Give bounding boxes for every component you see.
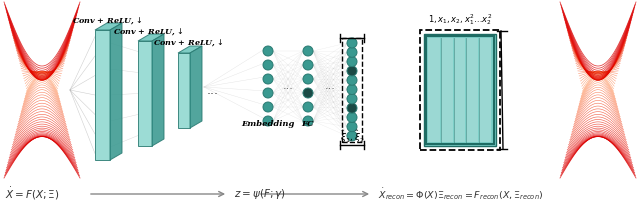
Circle shape <box>347 47 357 57</box>
Circle shape <box>347 38 357 48</box>
Text: Conv + ReLU,$\downarrow$: Conv + ReLU,$\downarrow$ <box>153 37 223 48</box>
FancyBboxPatch shape <box>467 38 478 142</box>
Text: $z = \psi(F;\gamma)$: $z = \psi(F;\gamma)$ <box>234 187 286 201</box>
Circle shape <box>303 88 313 98</box>
Circle shape <box>303 116 313 126</box>
Polygon shape <box>138 41 152 146</box>
Polygon shape <box>178 53 190 128</box>
Circle shape <box>347 57 357 67</box>
Polygon shape <box>152 34 164 146</box>
Text: ...: ... <box>324 81 335 91</box>
Text: $\hat{\xi}_1, \hat{\xi}_2$: $\hat{\xi}_1, \hat{\xi}_2$ <box>340 128 364 145</box>
Text: Embedding: Embedding <box>241 120 294 128</box>
Circle shape <box>263 102 273 112</box>
FancyBboxPatch shape <box>441 38 452 142</box>
Polygon shape <box>138 34 164 41</box>
Text: $\dot{X} = F(X;\Xi)$: $\dot{X} = F(X;\Xi)$ <box>5 186 60 202</box>
Circle shape <box>347 131 357 141</box>
Text: $1, x_1, x_2, x_1^2\ldots x_2^2$: $1, x_1, x_2, x_1^2\ldots x_2^2$ <box>428 12 492 27</box>
Circle shape <box>263 46 273 56</box>
FancyBboxPatch shape <box>479 38 491 142</box>
Text: FC: FC <box>301 120 314 128</box>
Text: ...: ... <box>283 81 293 91</box>
Circle shape <box>263 116 273 126</box>
Circle shape <box>303 60 313 70</box>
Circle shape <box>347 112 357 122</box>
FancyBboxPatch shape <box>454 38 465 142</box>
Circle shape <box>303 74 313 84</box>
Circle shape <box>347 84 357 94</box>
Circle shape <box>347 122 357 132</box>
Circle shape <box>347 75 357 85</box>
Polygon shape <box>95 30 110 160</box>
Circle shape <box>263 88 273 98</box>
Polygon shape <box>110 23 122 160</box>
Circle shape <box>347 103 357 113</box>
Circle shape <box>303 102 313 112</box>
FancyBboxPatch shape <box>424 34 496 146</box>
Polygon shape <box>190 46 202 128</box>
Circle shape <box>347 94 357 104</box>
Text: Conv + ReLU,$\downarrow$: Conv + ReLU,$\downarrow$ <box>113 26 183 37</box>
Text: Conv + ReLU,$\downarrow$: Conv + ReLU,$\downarrow$ <box>72 15 142 26</box>
Circle shape <box>263 74 273 84</box>
Circle shape <box>347 66 357 76</box>
Circle shape <box>263 60 273 70</box>
FancyBboxPatch shape <box>428 38 440 142</box>
Text: $\dot{X}_{recon} = \Phi(X)\Xi_{recon} = F_{recon}(X,\Xi_{recon})$: $\dot{X}_{recon} = \Phi(X)\Xi_{recon} = … <box>378 186 543 202</box>
Circle shape <box>303 46 313 56</box>
Text: ...: ... <box>207 83 219 97</box>
Polygon shape <box>95 23 122 30</box>
Polygon shape <box>178 46 202 53</box>
